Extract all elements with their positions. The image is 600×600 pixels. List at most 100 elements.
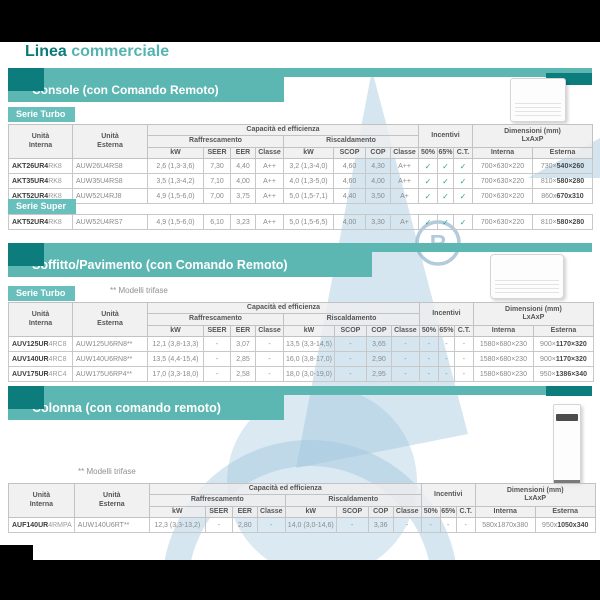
spec-table: Unità Interna Unità Esterna Capacità ed eff… bbox=[8, 301, 594, 383]
cell-riscaldamento: 4,00 bbox=[333, 214, 366, 230]
column-header: C.T. bbox=[453, 324, 474, 338]
column-header: SCOP bbox=[335, 505, 369, 519]
cell-raffrescamento: A++ bbox=[255, 188, 284, 205]
cell-riscaldamento: 4,60 bbox=[333, 158, 366, 175]
cell-riscaldamento: 2,90 bbox=[365, 351, 392, 368]
cell-incentivo: - bbox=[420, 517, 441, 534]
unit-grille bbox=[515, 103, 561, 117]
column-header: SEER bbox=[203, 146, 231, 160]
cell-raffrescamento: 13,5 (4,4-15,4) bbox=[147, 351, 204, 368]
cell-incentivo: ✓ bbox=[418, 158, 438, 175]
column-header: 50% bbox=[420, 505, 441, 519]
column-header: 65% bbox=[439, 505, 457, 519]
column-header: kW bbox=[284, 505, 337, 519]
cell-dim-esterna: 900×1170×320 bbox=[532, 336, 594, 353]
column-header: SCOP bbox=[333, 146, 366, 160]
cell-incentivo: - bbox=[453, 351, 474, 368]
table-console-super-mount: AKT52UR4RK8 AUW52U4RS7 4,9 (1,5-6,0) 6,10 3,… bbox=[8, 214, 593, 230]
cell-riscaldamento: 16,0 (3,8-17,0) bbox=[283, 351, 335, 368]
cell-dim-esterna: 810×580×280 bbox=[532, 214, 593, 230]
note-trifase-soffitto: ** Modelli trifase bbox=[110, 286, 168, 295]
cell-unit-interna: AUV125UR4RC8 bbox=[8, 336, 73, 353]
column-header: Unità Esterna bbox=[72, 301, 148, 338]
cell-dim-interna: 1580×680×230 bbox=[472, 336, 534, 353]
column-header: COP bbox=[367, 505, 394, 519]
cell-riscaldamento: 14,0 (3,0-14,6) bbox=[284, 517, 337, 534]
table-row: AKT35UR4RK8 AUW35U4RS8 3,5 (1,3-4,2) 7,10 4,… bbox=[8, 173, 593, 190]
cell-unit-interna: AUV140UR4RC8 bbox=[8, 351, 73, 368]
table-row: AUV125UR4RC8 AUW125U6RN8** 12,1 (3,8-13,3)… bbox=[8, 336, 594, 353]
cell-riscaldamento: 4,30 bbox=[365, 158, 391, 175]
cell-incentivo: ✓ bbox=[418, 188, 438, 205]
cell-dim-esterna: 860x670x310 bbox=[532, 188, 593, 205]
cell-raffrescamento: 7,00 bbox=[203, 188, 231, 205]
cell-incentivo: ✓ bbox=[437, 188, 454, 205]
page-title-bold: Linea bbox=[25, 43, 67, 60]
column-header: C.T. bbox=[453, 146, 473, 160]
column-header: C.T. bbox=[455, 505, 476, 519]
cell-raffrescamento: A++ bbox=[255, 158, 284, 175]
banner-soffitto-text: Soffitto/Pavimento (con Comando Remoto) bbox=[32, 257, 288, 272]
cell-unit-esterna: AUW140U6RN8** bbox=[72, 351, 148, 368]
cell-incentivo: - bbox=[418, 351, 439, 368]
cell-raffrescamento: 4,9 (1,5-6,0) bbox=[147, 214, 204, 230]
cell-raffrescamento: 4,00 bbox=[230, 173, 256, 190]
cell-unit-interna: AUF140UR4RMPA bbox=[8, 517, 75, 534]
cell-dim-esterna: 950x1050x340 bbox=[534, 517, 596, 534]
cell-riscaldamento: 5,0 (1,5-6,5) bbox=[283, 214, 334, 230]
series-label-super-console: Serie Super bbox=[8, 199, 77, 214]
column-header: 65% bbox=[437, 146, 454, 160]
column-header: EER bbox=[230, 324, 256, 338]
column-header: Capacità ed efficienza bbox=[148, 482, 422, 496]
banner-colonna-title: Colonna (con comando remoto) bbox=[8, 395, 284, 420]
cell-riscaldamento: - bbox=[333, 366, 367, 383]
column-header: Interna bbox=[474, 505, 536, 519]
column-header: Classe bbox=[256, 505, 286, 519]
column-header: Classe bbox=[255, 146, 284, 160]
banner-strip bbox=[8, 243, 592, 252]
cell-raffrescamento: 2,85 bbox=[230, 351, 256, 368]
cell-unit-interna: AKT35UR4RK8 bbox=[8, 173, 73, 190]
cell-unit-esterna: AUW140U6RT** bbox=[73, 517, 150, 534]
spec-table: AKT52UR4RK8 AUW52U4RS7 4,9 (1,5-6,0) 6,10 3,… bbox=[8, 214, 593, 230]
column-header: Classe bbox=[390, 146, 419, 160]
cell-incentivo: ✓ bbox=[437, 173, 454, 190]
column-header: Riscaldamento bbox=[284, 494, 422, 507]
column-header: Classe bbox=[255, 324, 284, 338]
banner-strip bbox=[8, 68, 592, 77]
column-header: Unità Esterna bbox=[72, 123, 148, 160]
cell-riscaldamento: 4,0 (1,3-5,0) bbox=[283, 173, 334, 190]
table-row: AUV140UR4RC8 AUW140U6RN8** 13,5 (4,4-15,4)… bbox=[8, 351, 594, 368]
banner-console-title: Console (con Comando Remoto) bbox=[8, 77, 284, 102]
cell-unit-esterna: AUW26U4RS8 bbox=[72, 158, 148, 175]
cell-riscaldamento: 18,0 (3,0-19,0) bbox=[283, 366, 335, 383]
column-header: 65% bbox=[437, 324, 455, 338]
cell-incentivo: - bbox=[437, 336, 455, 353]
cell-riscaldamento: 4,60 bbox=[333, 173, 366, 190]
cell-raffrescamento: 17,0 (3,3-18,0) bbox=[147, 366, 204, 383]
spec-table: Unità Interna Unità Esterna Capacità ed eff… bbox=[8, 123, 593, 205]
cell-unit-esterna: AUW52U4RJ8 bbox=[72, 188, 148, 205]
cell-raffrescamento: 12,3 (3,3-13,2) bbox=[148, 517, 206, 534]
cell-riscaldamento: - bbox=[392, 517, 422, 534]
cell-unit-esterna: AUW125U6RN8** bbox=[72, 336, 148, 353]
cell-raffrescamento: 3,75 bbox=[230, 188, 256, 205]
cell-raffrescamento: 7,10 bbox=[203, 173, 231, 190]
column-unit-image bbox=[553, 404, 581, 484]
column-header: Incentivi bbox=[420, 483, 476, 507]
cell-riscaldamento: 3,50 bbox=[365, 188, 391, 205]
cell-dim-interna: 1580×680×230 bbox=[472, 351, 534, 368]
cell-incentivo: - bbox=[418, 336, 439, 353]
cell-raffrescamento: - bbox=[203, 336, 231, 353]
table-row: AKT52UR4RK8 AUW52U4RJ8 4,9 (1,5-6,0) 7,00 3,… bbox=[8, 188, 593, 205]
table-row: AUF140UR4RMPA AUW140U6RT** 12,3 (3,3-13,2)… bbox=[8, 517, 596, 534]
cell-raffrescamento: A++ bbox=[255, 214, 284, 230]
column-header: Dimensioni (mm) LxAxP bbox=[474, 483, 596, 507]
column-header: SEER bbox=[204, 505, 233, 519]
column-header: Classe bbox=[392, 505, 422, 519]
cell-riscaldamento: - bbox=[390, 366, 420, 383]
cell-unit-interna: AKT52UR4RK8 bbox=[8, 214, 73, 230]
column-header: Classe bbox=[390, 324, 420, 338]
page-title: Linea commerciale bbox=[25, 43, 169, 61]
cell-raffrescamento: 3,5 (1,3-4,2) bbox=[147, 173, 204, 190]
